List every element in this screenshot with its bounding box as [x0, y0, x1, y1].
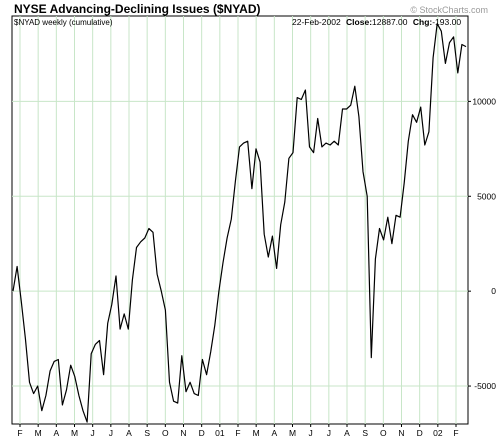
x-tick-label: F	[453, 428, 458, 438]
x-tick-label: N	[180, 428, 186, 438]
x-tick-label: O	[380, 428, 387, 438]
quote-line: 22-Feb-2002 Close:12887.00 Chg:-193.00	[292, 17, 461, 27]
x-tick-label: D	[199, 428, 205, 438]
x-tick-label: J	[91, 428, 95, 438]
x-tick-label: A	[53, 428, 59, 438]
close-label: Close:	[346, 17, 372, 27]
grid	[12, 16, 468, 424]
x-tick-label: 01	[215, 428, 225, 438]
x-tick-label: M	[253, 428, 260, 438]
chart-subtitle: $NYAD weekly (cumulative)	[14, 18, 113, 27]
quote-date: 22-Feb-2002	[292, 17, 341, 27]
x-tick-label: M	[289, 428, 296, 438]
change-value: -193.00	[432, 17, 461, 27]
x-tick-label: A	[126, 428, 132, 438]
x-tick-label: D	[417, 428, 423, 438]
change-label: Chg:	[413, 17, 433, 27]
x-tick-label: A	[344, 428, 350, 438]
x-tick-label: 02	[433, 428, 443, 438]
y-tick-label: 0	[491, 286, 496, 296]
x-tick-label: N	[398, 428, 404, 438]
y-tick-label: 10000	[472, 96, 496, 106]
x-tick-label: S	[144, 428, 150, 438]
x-tick-label: O	[162, 428, 169, 438]
x-tick-label: J	[327, 428, 331, 438]
x-axis: F M A M J J A S O N D 01 F M A M J J A S O N D 02 F	[17, 424, 459, 438]
x-tick-label: S	[362, 428, 368, 438]
series-line	[12, 23, 467, 423]
watermark: © StockCharts.com	[410, 5, 488, 15]
plot-frame	[11, 15, 469, 425]
x-tick-label: F	[17, 428, 22, 438]
series-group	[12, 23, 467, 423]
chart-title: NYSE Advancing-Declining Issues ($NYAD)	[14, 2, 261, 16]
y-axis: -5000 0 5000 10000	[468, 96, 496, 391]
y-tick-label: 5000	[477, 191, 496, 201]
x-tick-label: A	[271, 428, 277, 438]
x-tick-label: M	[71, 428, 78, 438]
x-tick-label: M	[35, 428, 42, 438]
x-tick-label: J	[309, 428, 313, 438]
close-value: 12887.00	[372, 17, 408, 27]
x-tick-label: F	[235, 428, 240, 438]
x-tick-label: J	[109, 428, 113, 438]
y-tick-label: -5000	[474, 381, 496, 391]
